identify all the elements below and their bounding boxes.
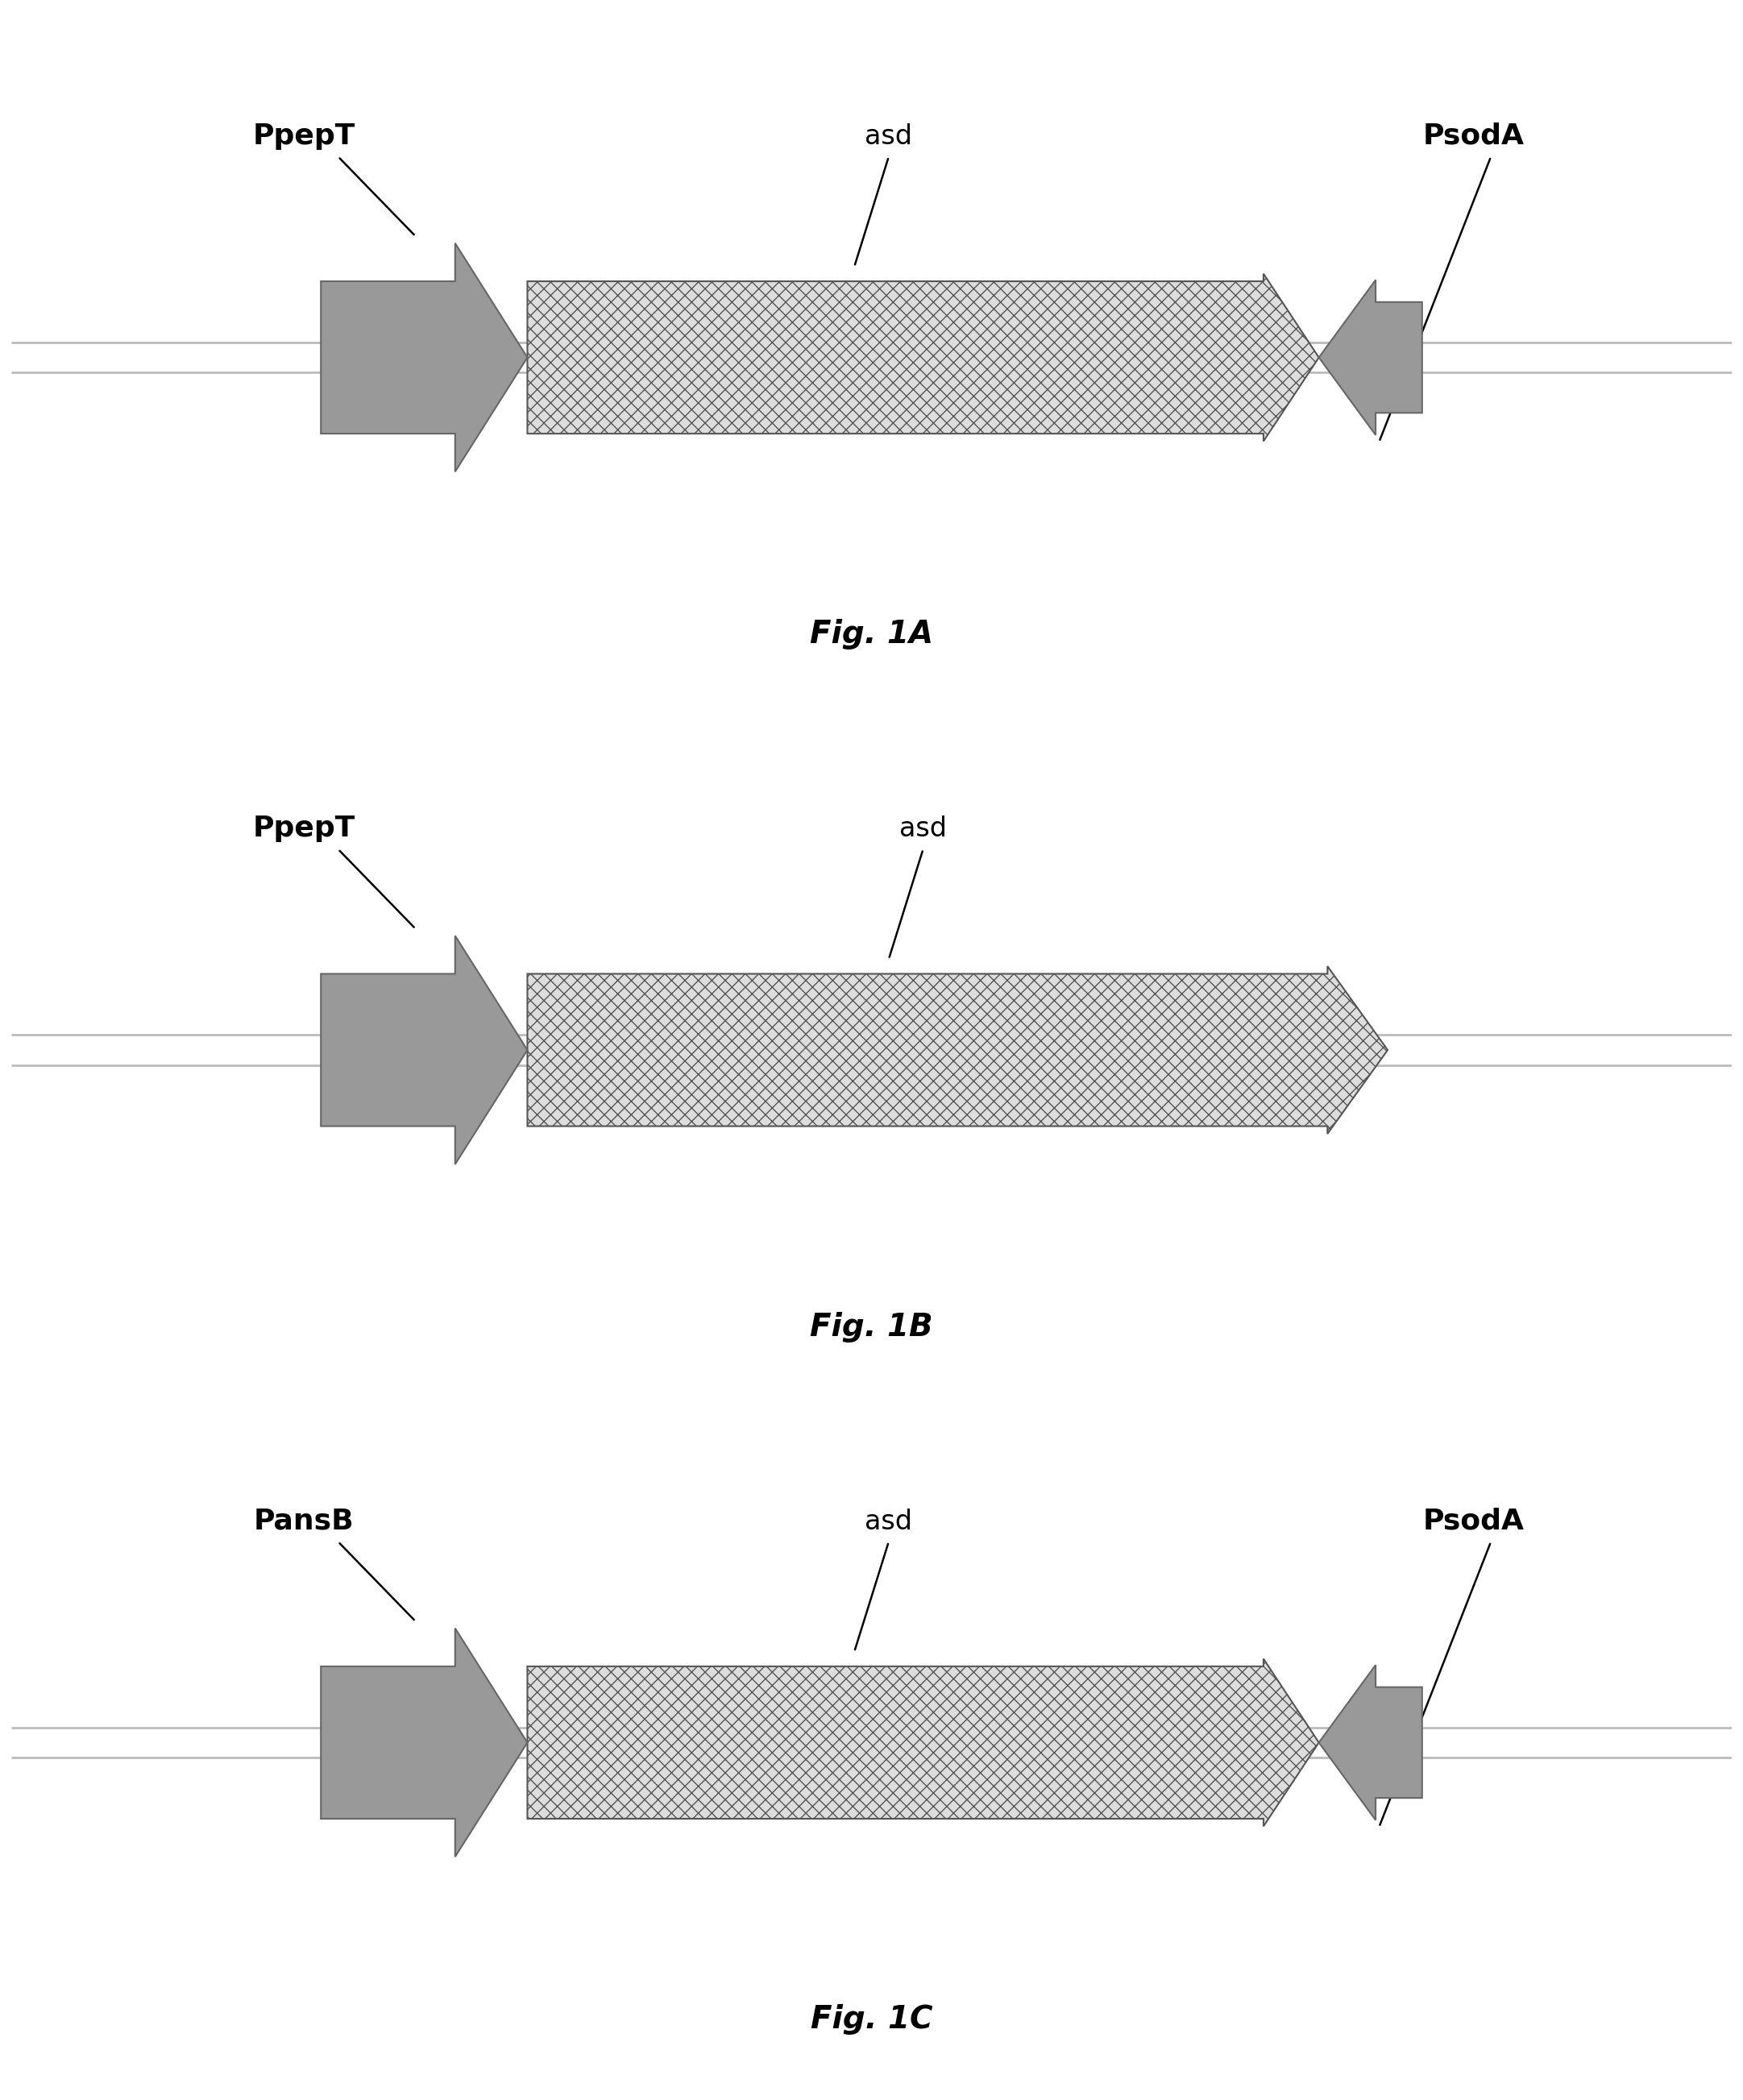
Polygon shape: [321, 937, 528, 1163]
Text: asd: asd: [865, 124, 913, 149]
Polygon shape: [321, 1628, 528, 1856]
Text: asd: asd: [899, 815, 946, 842]
Text: PsodA: PsodA: [1422, 1508, 1525, 1535]
Text: PsodA: PsodA: [1422, 122, 1525, 149]
Polygon shape: [321, 244, 528, 472]
Text: Fig. 1C: Fig. 1C: [810, 2003, 933, 2035]
Polygon shape: [528, 273, 1319, 441]
Polygon shape: [1319, 1665, 1422, 1821]
Text: PpepT: PpepT: [253, 815, 356, 842]
Text: Fig. 1A: Fig. 1A: [810, 620, 933, 649]
Text: Fig. 1B: Fig. 1B: [810, 1312, 933, 1342]
Polygon shape: [528, 1659, 1319, 1827]
Polygon shape: [1319, 279, 1422, 435]
Text: asd: asd: [865, 1508, 913, 1535]
Text: PansB: PansB: [253, 1508, 354, 1535]
Text: PpepT: PpepT: [253, 122, 356, 149]
Polygon shape: [528, 966, 1387, 1134]
